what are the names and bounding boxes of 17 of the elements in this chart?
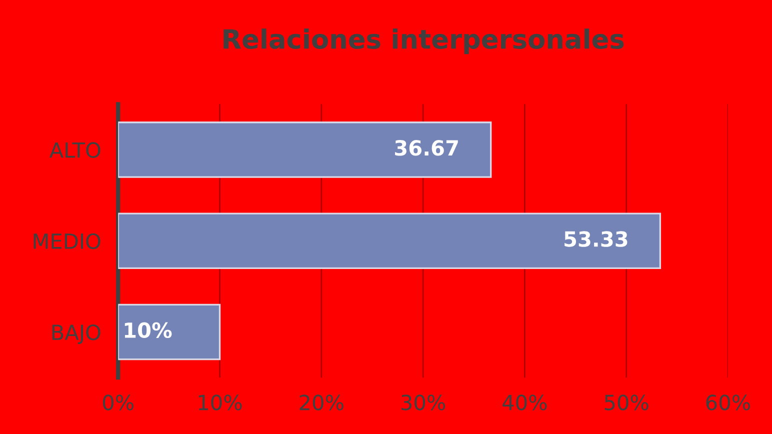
chart-title: Relaciones interpersonales bbox=[224, 28, 624, 54]
y-tick-label: MEDIO bbox=[34, 233, 100, 250]
bar bbox=[118, 122, 492, 178]
bar bbox=[118, 304, 221, 360]
x-tick-label: 20% bbox=[300, 394, 344, 410]
data-label: 36.67 bbox=[395, 140, 458, 156]
data-label: 53.33 bbox=[564, 231, 628, 247]
x-tick-label: 40% bbox=[502, 394, 547, 410]
data-label: 10% bbox=[124, 322, 172, 338]
x-tick-label: 30% bbox=[401, 394, 446, 410]
x-tick-label: 0% bbox=[102, 394, 134, 410]
x-tick-label: 10% bbox=[198, 394, 242, 410]
x-tick-label: 60% bbox=[706, 394, 750, 410]
y-tick-label: BAJO bbox=[52, 324, 100, 344]
x-tick-label: 50% bbox=[604, 394, 648, 410]
bar bbox=[118, 212, 662, 270]
y-tick-label: ALTO bbox=[49, 142, 100, 158]
